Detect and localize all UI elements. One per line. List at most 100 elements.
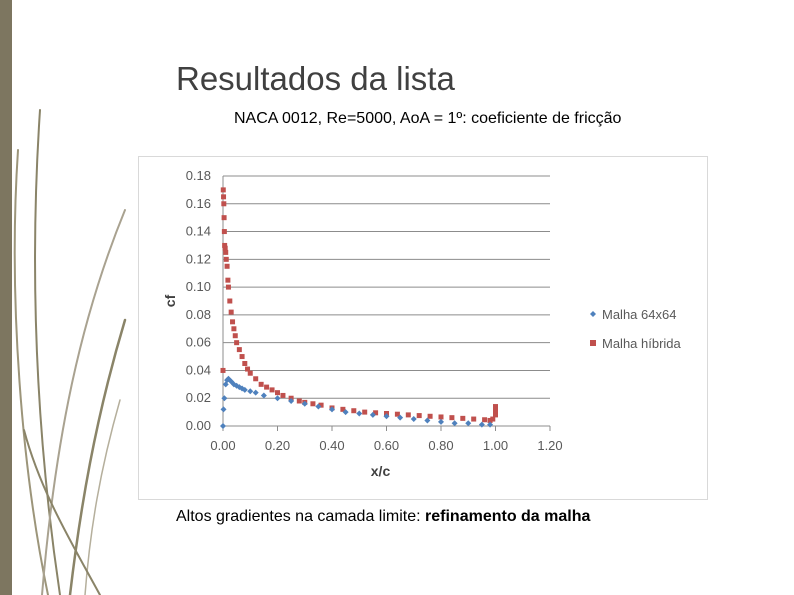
caption-bold-text: refinamento da malha [425, 508, 591, 525]
data-point-malha-hibrida [487, 417, 493, 423]
x-tick-label: 0.00 [210, 438, 235, 453]
data-point-malha-hibrida [220, 187, 226, 193]
caption-text: Altos gradientes na camada limite: [176, 508, 426, 525]
data-point-malha-64x64 [252, 389, 259, 396]
y-tick-label: 0.08 [186, 307, 211, 322]
legend-label: Malha híbrida [602, 336, 682, 351]
x-tick-label: 0.80 [428, 438, 453, 453]
y-tick-label: 0.18 [186, 168, 211, 183]
data-point-malha-hibrida [460, 415, 466, 421]
x-tick-label: 0.40 [319, 438, 344, 453]
slide-title: Resultados da lista [176, 60, 455, 97]
data-point-malha-hibrida [234, 340, 240, 346]
data-point-malha-64x64 [369, 411, 376, 418]
data-point-malha-hibrida [221, 215, 227, 221]
data-point-malha-64x64 [438, 418, 444, 425]
data-point-malha-hibrida [340, 406, 346, 412]
data-point-malha-hibrida [258, 381, 264, 387]
data-point-malha-hibrida [221, 229, 227, 235]
data-point-malha-hibrida [493, 408, 498, 414]
data-point-malha-hibrida [225, 284, 231, 290]
data-point-malha-hibrida [242, 361, 248, 366]
data-point-malha-hibrida [220, 367, 226, 373]
data-point-malha-hibrida [416, 413, 422, 419]
data-point-malha-hibrida [253, 376, 259, 382]
data-point-malha-hibrida [225, 277, 231, 283]
y-axis-label: cf [162, 294, 178, 307]
data-point-malha-64x64 [487, 421, 494, 428]
x-tick-label: 1.00 [483, 438, 508, 453]
data-point-malha-hibrida [264, 384, 270, 390]
data-point-malha-hibrida [236, 347, 242, 353]
data-point-malha-64x64 [222, 381, 229, 388]
data-point-malha-hibrida [223, 249, 229, 255]
legend-label: Malha 64x64 [602, 307, 676, 322]
data-point-malha-hibrida [318, 402, 324, 408]
data-point-malha-64x64 [274, 395, 281, 402]
data-point-malha-hibrida [471, 416, 477, 422]
cf-scatter-chart: 0.00 0.02 0.04 0.06 0.08 0.10 0.12 0.14 0.16 0.18… [162, 168, 682, 479]
data-point-malha-64x64 [241, 386, 248, 393]
y-tick-label: 0.10 [186, 279, 211, 294]
y-tick-label: 0.16 [186, 196, 211, 211]
data-point-malha-64x64 [315, 403, 322, 410]
data-point-malha-hibrida [427, 413, 433, 419]
data-point-malha-64x64 [356, 410, 363, 417]
data-point-malha-64x64 [329, 406, 335, 413]
data-point-malha-hibrida [223, 256, 229, 262]
data-point-malha-hibrida [296, 398, 302, 404]
data-point-malha-hibrida [493, 412, 498, 418]
data-point-malha-64x64 [236, 384, 243, 391]
decorative-stems [13, 109, 127, 595]
data-point-malha-hibrida [239, 354, 245, 360]
data-point-malha-hibrida [373, 410, 379, 416]
data-point-malha-hibrida [449, 415, 455, 421]
data-point-malha-hibrida [224, 263, 230, 269]
data-point-malha-hibrida [245, 366, 251, 372]
x-tick-label: 0.20 [265, 438, 290, 453]
data-point-malha-hibrida [221, 194, 227, 200]
data-point-malha-hibrida [493, 404, 498, 410]
data-point-malha-64x64 [451, 420, 458, 427]
slide-caption: Altos gradientes na camada limite: refin… [176, 508, 590, 526]
data-point-malha-hibrida [230, 319, 236, 325]
x-tick-label: 0.60 [374, 438, 399, 453]
y-tick-label: 0.12 [186, 251, 211, 266]
data-point-malha-hibrida [227, 298, 233, 304]
data-point-malha-hibrida [438, 414, 444, 420]
slide-sidebar [0, 0, 12, 595]
y-tick-label: 0.14 [186, 224, 211, 239]
data-point-malha-64x64 [260, 392, 267, 399]
legend-marker-diamond [590, 311, 596, 317]
data-point-malha-hibrida [231, 326, 237, 332]
slide-subtitle: NACA 0012, Re=5000, AoA = 1º: coeficient… [234, 110, 622, 127]
data-point-malha-hibrida [482, 417, 488, 423]
data-point-malha-hibrida [362, 409, 368, 415]
y-tick-label: 0.02 [186, 390, 211, 405]
y-tick-label: 0.06 [186, 335, 211, 350]
y-tick-label: 0.04 [186, 362, 211, 377]
data-point-malha-hibrida [405, 412, 411, 418]
y-tick-label: 0.00 [186, 418, 211, 433]
data-point-malha-hibrida [280, 392, 286, 398]
data-point-malha-64x64 [397, 414, 404, 421]
data-point-malha-hibrida [222, 245, 228, 251]
data-point-malha-64x64 [221, 395, 228, 402]
data-point-malha-64x64 [220, 406, 227, 413]
data-point-malha-64x64 [288, 398, 295, 404]
legend-marker-square [590, 340, 596, 346]
data-point-malha-hibrida [394, 411, 400, 417]
data-point-malha-hibrida [232, 333, 238, 339]
data-point-malha-hibrida [221, 201, 227, 207]
data-point-malha-64x64 [465, 420, 472, 427]
data-point-malha-64x64 [247, 388, 254, 395]
data-point-malha-hibrida [222, 242, 228, 248]
data-point-malha-hibrida [310, 401, 316, 407]
data-point-malha-64x64 [342, 409, 349, 416]
data-point-malha-64x64 [301, 400, 308, 407]
data-point-malha-hibrida [269, 387, 275, 393]
data-point-malha-64x64 [220, 423, 226, 429]
data-point-malha-hibrida [247, 370, 253, 376]
x-axis-label: x/c [371, 463, 391, 479]
data-point-malha-64x64 [383, 413, 390, 420]
